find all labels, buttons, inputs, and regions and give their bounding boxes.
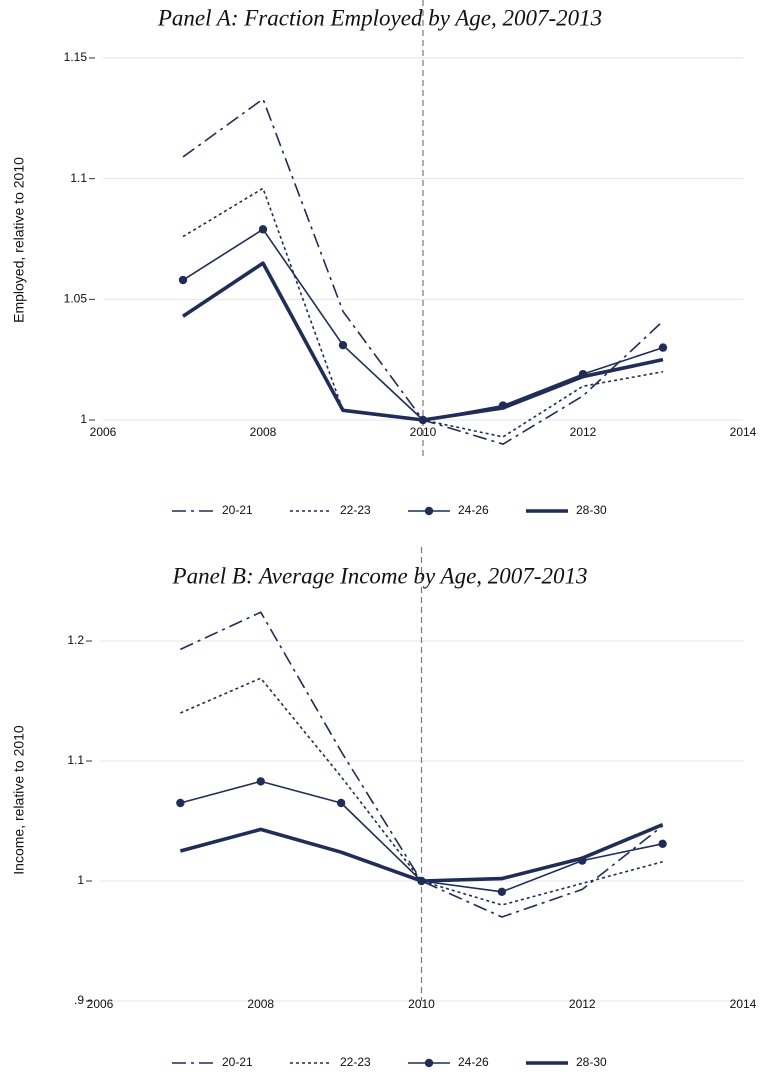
y-tick-label: 1 [80,412,87,426]
data-point [658,839,667,848]
x-tick-label: 2014 [730,997,757,1011]
data-point [176,798,185,808]
series-line [182,261,664,422]
x-tick-label: 2006 [90,425,117,439]
y-tick-label: 1.05 [64,292,88,306]
legend-label: 28-30 [576,1055,607,1069]
x-tick-label: 2010 [408,997,435,1011]
series-line [179,822,664,883]
x-tick-label: 2006 [87,997,114,1011]
series-line [180,611,664,918]
x-tick-label: 2012 [570,425,597,439]
y-axis-label: Income, relative to 2010 [11,725,27,875]
legend-marker [424,506,434,516]
data-point [258,225,268,234]
data-point [658,343,668,352]
x-tick-label: 2014 [730,425,757,439]
y-tick-label: 1.1 [70,171,87,185]
legend-label: 28-30 [576,503,607,517]
y-tick-label: .9 [74,993,84,1007]
data-point [338,340,348,350]
x-tick-label: 2008 [247,997,274,1011]
data-point [336,798,346,808]
legend-label: 24-26 [458,503,489,517]
y-tick-label: 1.1 [67,753,84,767]
legend-label: 20-21 [222,503,253,517]
legend-label: 22-23 [340,1055,371,1069]
legend-label: 22-23 [340,503,371,517]
chart-title: Panel B: Average Income by Age, 2007-201… [172,563,588,588]
legend-label: 20-21 [222,1055,253,1069]
data-point [256,777,265,786]
y-tick-label: 1.15 [64,50,88,64]
y-tick-label: 1.2 [67,633,84,647]
y-axis-label: Employed, relative to 2010 [11,157,27,323]
legend-marker [424,1058,434,1068]
data-point [497,887,507,896]
data-point [178,275,188,285]
x-tick-label: 2008 [250,425,277,439]
y-tick-label: 1 [77,873,84,887]
legend-label: 24-26 [458,1055,489,1069]
x-tick-label: 2012 [569,997,596,1011]
chart-title: Panel A: Fraction Employed by Age, 2007-… [157,5,602,30]
